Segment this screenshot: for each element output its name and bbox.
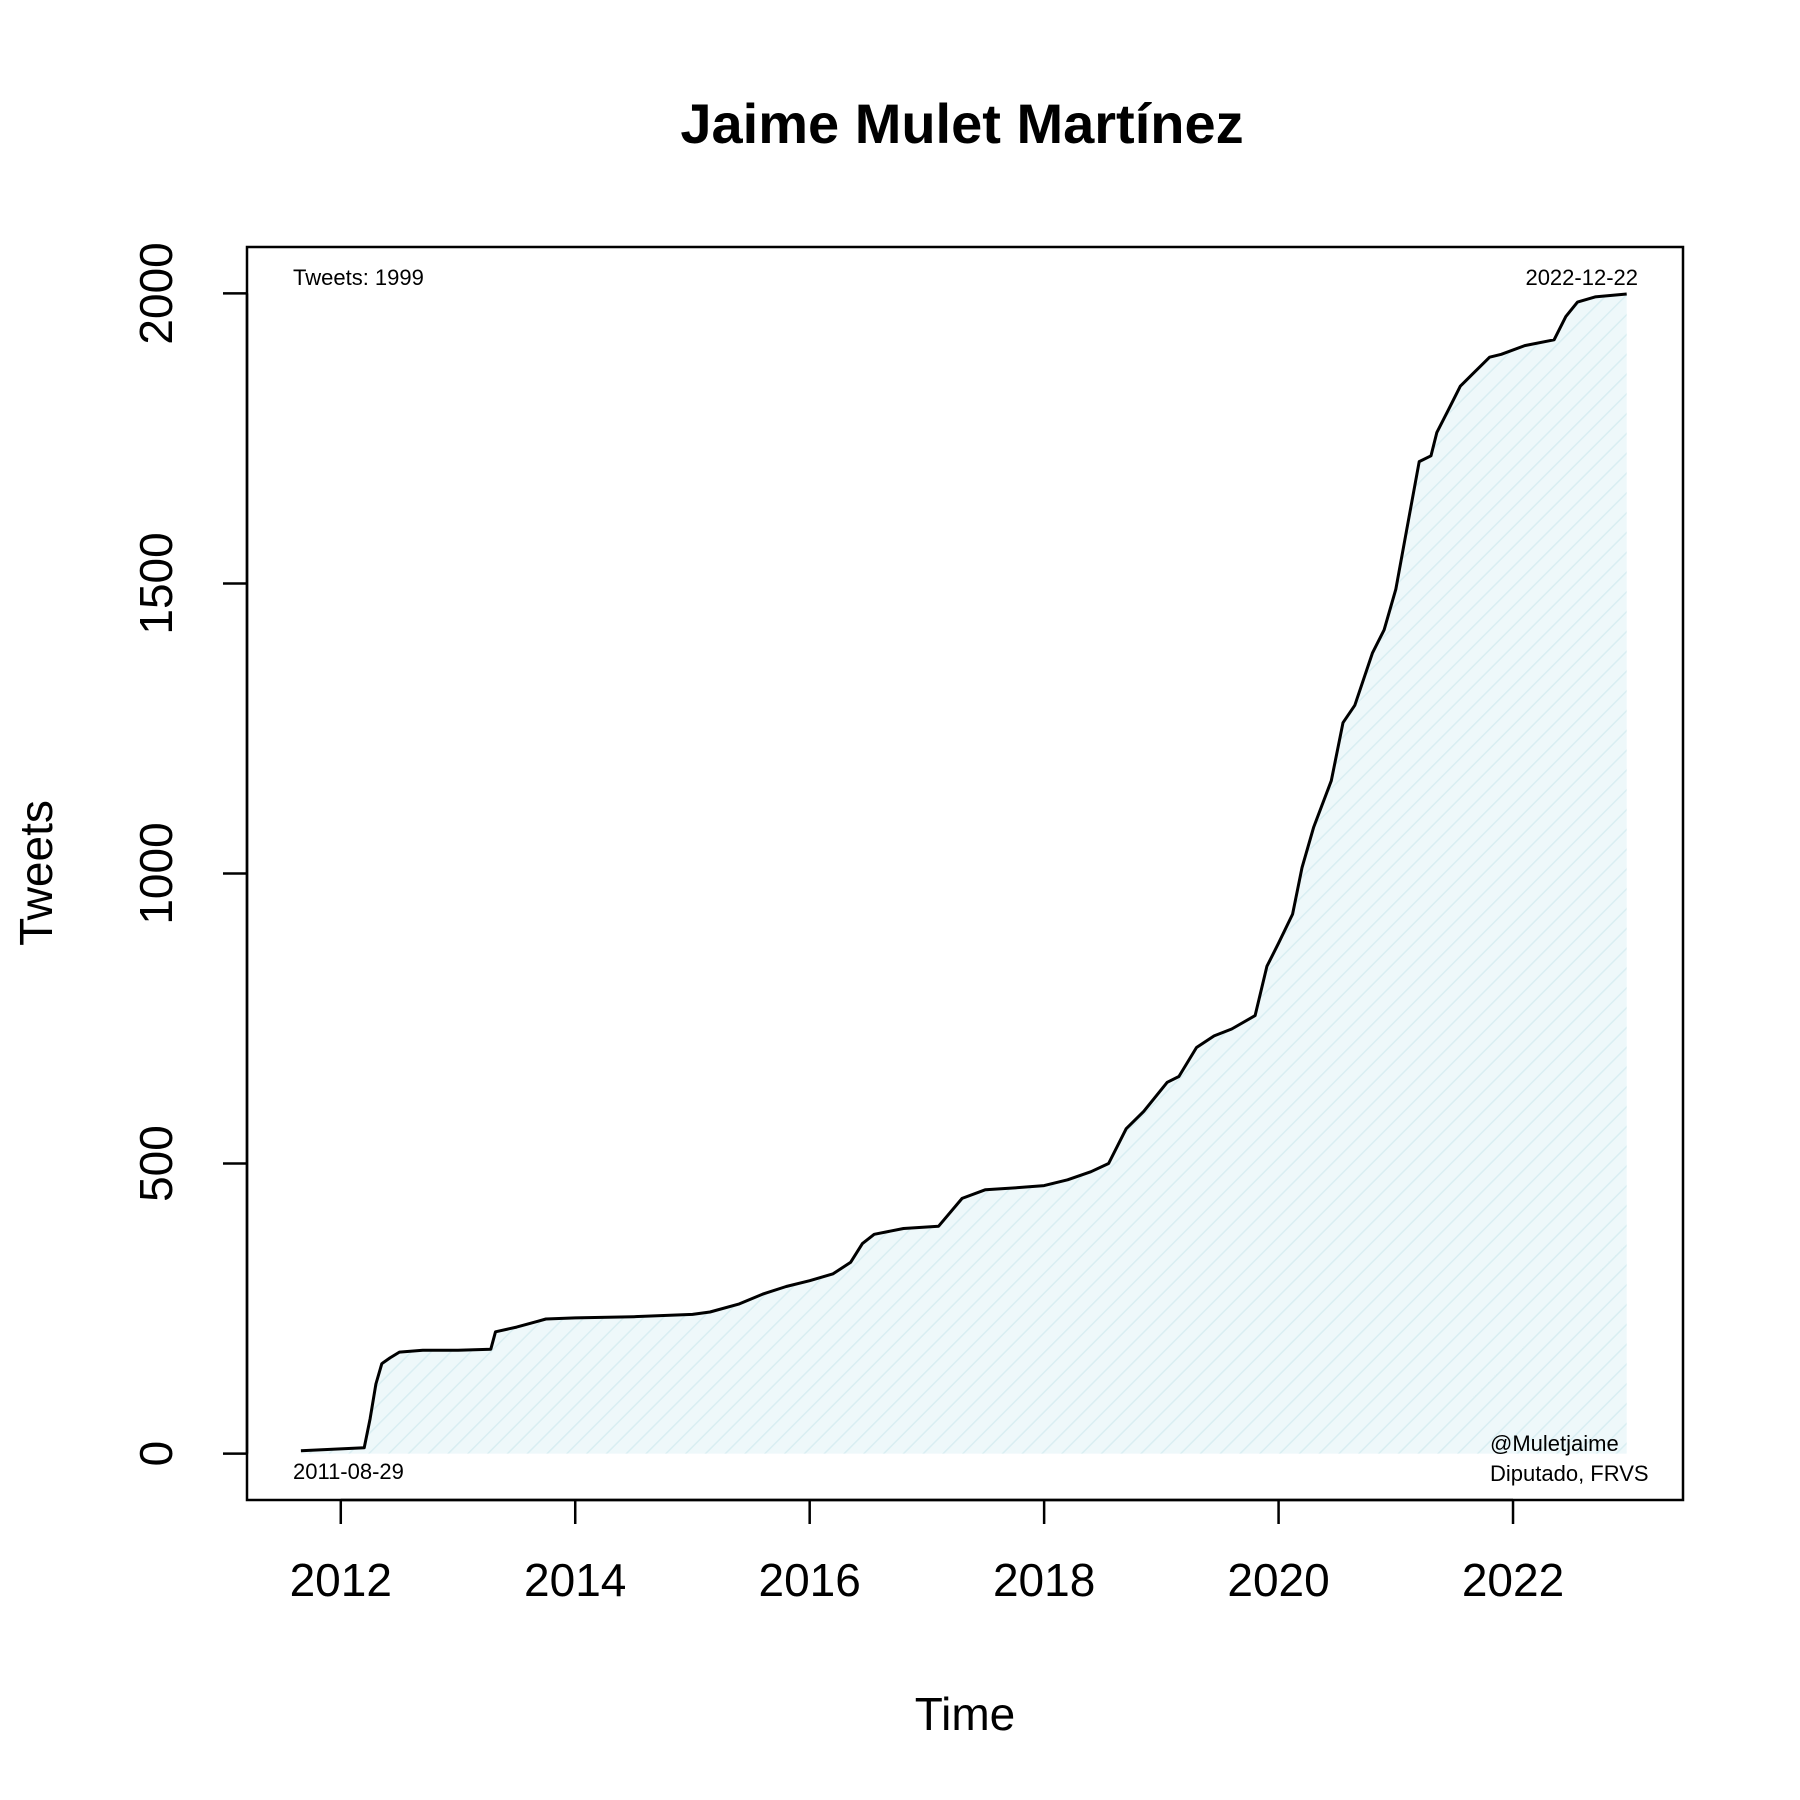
y-tick-label: 1000 (130, 822, 182, 924)
affiliation-note: Diputado, FRVS (1490, 1461, 1649, 1486)
series-area-fill (300, 294, 1627, 1454)
y-axis-label: Tweets (10, 800, 62, 946)
start-date-note: 2011-08-29 (293, 1459, 404, 1484)
y-tick-label: 500 (130, 1125, 182, 1202)
x-tick-label: 2020 (1227, 1554, 1329, 1606)
tweets-total-note: Tweets: 1999 (293, 265, 424, 290)
series-line (300, 292, 1627, 1453)
handle-note: @Muletjaime (1490, 1431, 1619, 1456)
x-tick-label: 2022 (1462, 1554, 1564, 1606)
x-axis: 2012 2014 2016 2018 2020 2022 (290, 1498, 1564, 1606)
x-tick-label: 2018 (993, 1554, 1095, 1606)
x-tick-label: 2014 (524, 1554, 626, 1606)
y-tick-label: 0 (130, 1441, 182, 1467)
chart-title: Jaime Mulet Martínez (680, 92, 1243, 155)
x-tick-label: 2016 (759, 1554, 861, 1606)
x-axis-label: Time (915, 1688, 1016, 1740)
x-tick-label: 2012 (290, 1554, 392, 1606)
end-date-note: 2022-12-22 (1525, 265, 1638, 290)
y-tick-label: 2000 (130, 242, 182, 344)
y-tick-label: 1500 (130, 532, 182, 634)
y-axis: 0 500 1000 1500 2000 (130, 242, 249, 1467)
